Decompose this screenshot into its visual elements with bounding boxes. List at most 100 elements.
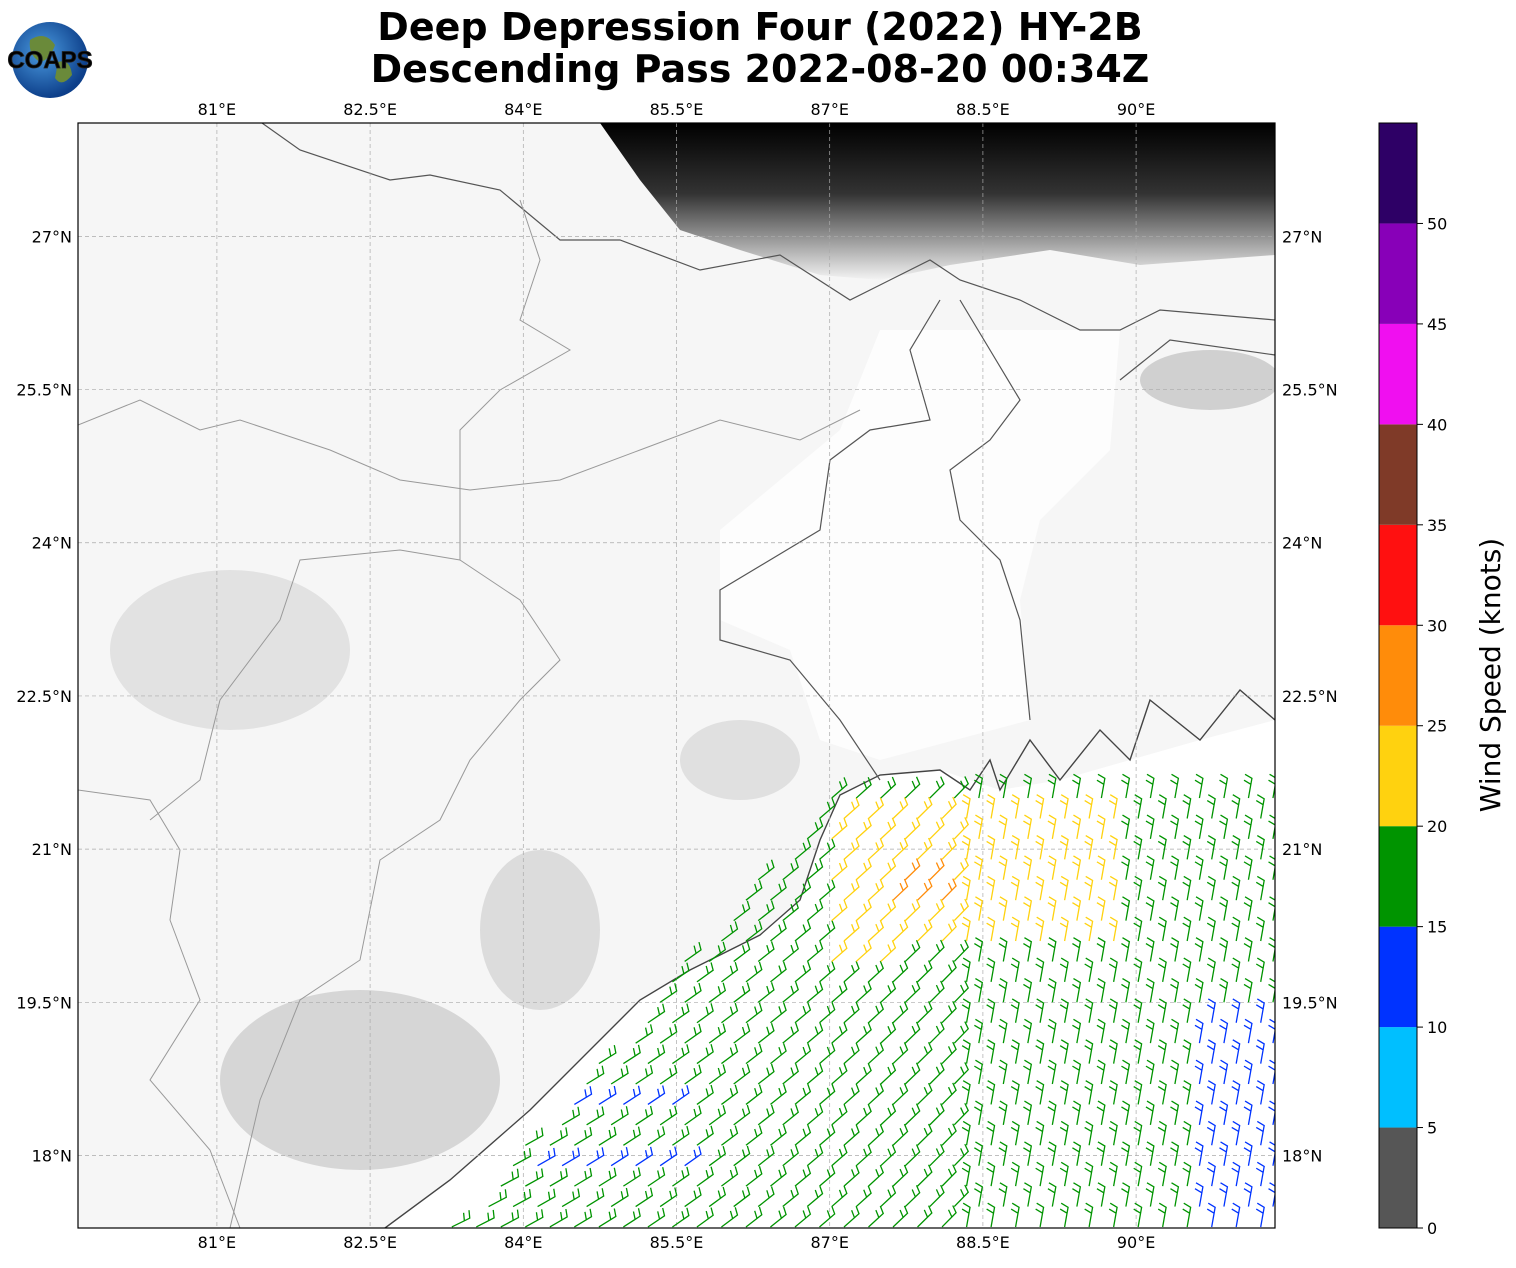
wind-barb	[855, 858, 872, 881]
wind-barb	[892, 1083, 909, 1105]
wind-barb	[770, 920, 787, 942]
wind-barb	[1035, 794, 1045, 819]
wind-barb	[659, 1105, 678, 1126]
colorbar-tick-label: 10	[1427, 1018, 1447, 1037]
wind-barb	[868, 878, 885, 901]
wind-barb	[974, 1182, 984, 1207]
wind-barb	[1219, 773, 1229, 799]
wind-barb	[1268, 1182, 1275, 1207]
wind-barb	[1059, 916, 1069, 942]
title-line: Descending Pass 2022-08-20 00:34Z	[371, 47, 1150, 91]
wind-barb	[610, 1106, 629, 1126]
wind-barb	[1268, 1059, 1275, 1085]
wind-barb	[549, 1208, 568, 1228]
wind-barb	[782, 1063, 799, 1085]
wind-barb	[623, 1167, 641, 1187]
wind-barb	[929, 817, 945, 840]
wind-barb	[917, 1001, 933, 1024]
wind-barb	[941, 878, 957, 901]
wind-barb	[574, 1126, 593, 1146]
wind-barb	[855, 1185, 872, 1208]
wind-barb	[806, 1063, 824, 1085]
wind-barb	[1096, 1100, 1106, 1125]
wind-barb	[1157, 1120, 1167, 1146]
wind-barb	[647, 1207, 666, 1228]
wind-barb	[586, 1188, 605, 1208]
wind-barb	[986, 1080, 996, 1105]
wind-barb	[782, 1145, 799, 1167]
wind-barb	[1170, 1182, 1180, 1207]
wind-barb	[1157, 957, 1167, 982]
wind-barb	[843, 1165, 860, 1187]
wind-barb	[1059, 834, 1069, 860]
wind-barb	[1023, 814, 1033, 840]
wind-barb	[1194, 773, 1204, 799]
wind-barb	[684, 1105, 702, 1126]
wind-barb	[880, 1021, 897, 1044]
state-border	[78, 399, 861, 491]
wind-barb	[892, 1164, 909, 1187]
wind-barb	[574, 1167, 593, 1187]
wind-barb	[941, 1082, 957, 1105]
wind-barb	[929, 1021, 945, 1044]
wind-barb	[1231, 834, 1241, 860]
wind-barb	[721, 1084, 739, 1105]
wind-barb	[1194, 896, 1204, 921]
wind-barb	[986, 1161, 996, 1187]
wind-barb	[904, 980, 921, 1003]
wind-barb	[1243, 1018, 1253, 1044]
map-frame	[77, 122, 1276, 1229]
wind-barb	[1170, 1141, 1180, 1166]
wind-barb	[953, 980, 970, 1003]
wind-barb	[843, 838, 860, 860]
wind-barb	[1194, 855, 1204, 880]
wind-barb	[998, 855, 1008, 880]
wind-barb	[941, 796, 957, 819]
wind-barb	[1206, 957, 1216, 982]
wind-barb	[974, 855, 984, 880]
wind-barb	[1010, 1080, 1020, 1105]
colorbar-tick-label: 25	[1427, 717, 1447, 736]
wind-barb	[1010, 875, 1020, 901]
wind-barb	[794, 1206, 812, 1228]
wind-barb	[1133, 1202, 1143, 1228]
wind-barb	[1047, 937, 1057, 962]
wind-barb	[831, 818, 848, 840]
wind-barb	[986, 916, 996, 942]
wind-barb	[1121, 814, 1131, 840]
wind-barb	[1084, 875, 1094, 901]
logo-text: COAPS	[7, 47, 92, 74]
wind-barb	[574, 1208, 593, 1228]
wind-barb	[1182, 1120, 1192, 1146]
wind-barb	[819, 920, 836, 942]
wind-barb	[721, 1125, 739, 1146]
wind-barb	[1170, 1018, 1180, 1044]
wind-barb	[770, 961, 787, 983]
wind-barb	[1035, 1161, 1045, 1187]
wind-barb	[598, 1085, 617, 1105]
colorbar-bin	[1379, 524, 1417, 626]
wind-barb	[806, 940, 824, 962]
wind-barb	[998, 896, 1008, 921]
wind-barb	[1268, 814, 1275, 840]
wind-barb	[1255, 1202, 1265, 1228]
wind-barb	[659, 1187, 678, 1208]
wind-barb	[1108, 998, 1118, 1023]
wind-barb	[757, 1063, 775, 1085]
wind-barb	[721, 1043, 739, 1065]
y-tick-label: 27°N	[1282, 227, 1322, 246]
wind-barb	[1219, 896, 1229, 921]
wind-barb	[1268, 773, 1275, 799]
wind-barb	[1231, 794, 1241, 819]
wind-barb	[1145, 896, 1155, 921]
wind-barb	[537, 1188, 556, 1208]
wind-barb	[770, 1002, 787, 1024]
wind-barb	[806, 981, 824, 1003]
y-tick-label: 22.5°N	[16, 687, 72, 706]
wind-barb	[488, 1189, 507, 1208]
terrain-shade	[1140, 350, 1275, 410]
wind-barb	[1255, 875, 1265, 901]
wind-barb	[986, 957, 996, 982]
wind-barb	[974, 977, 984, 1003]
